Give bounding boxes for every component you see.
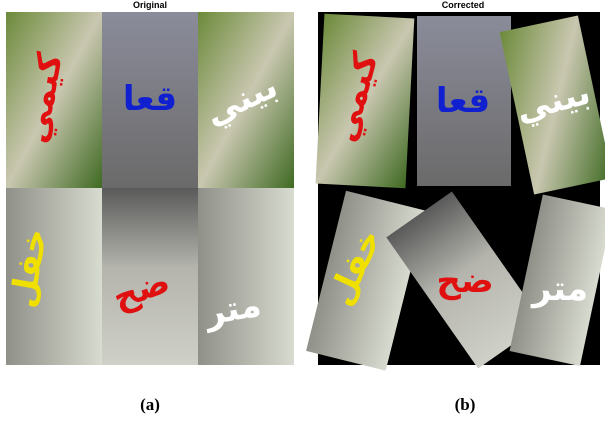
panel-caption: (b) (455, 395, 476, 414)
figure: Original كيمي قعا بيني خفل ضح متر Correc… (0, 0, 605, 425)
panel-corrected: كيمي قعا بيني خفل ضح متر (306, 12, 605, 371)
panel-title: Corrected (442, 0, 485, 10)
panel-original: كيمي قعا بيني خفل ضح متر (3, 12, 294, 365)
tile-text: قعا (123, 79, 177, 119)
tile-text: متر (530, 269, 588, 309)
tile-text: ضح (436, 261, 493, 301)
panel-title: Original (133, 0, 167, 10)
tile-text: قعا (436, 81, 490, 121)
tile (198, 188, 294, 365)
panel-caption: (a) (140, 395, 160, 414)
